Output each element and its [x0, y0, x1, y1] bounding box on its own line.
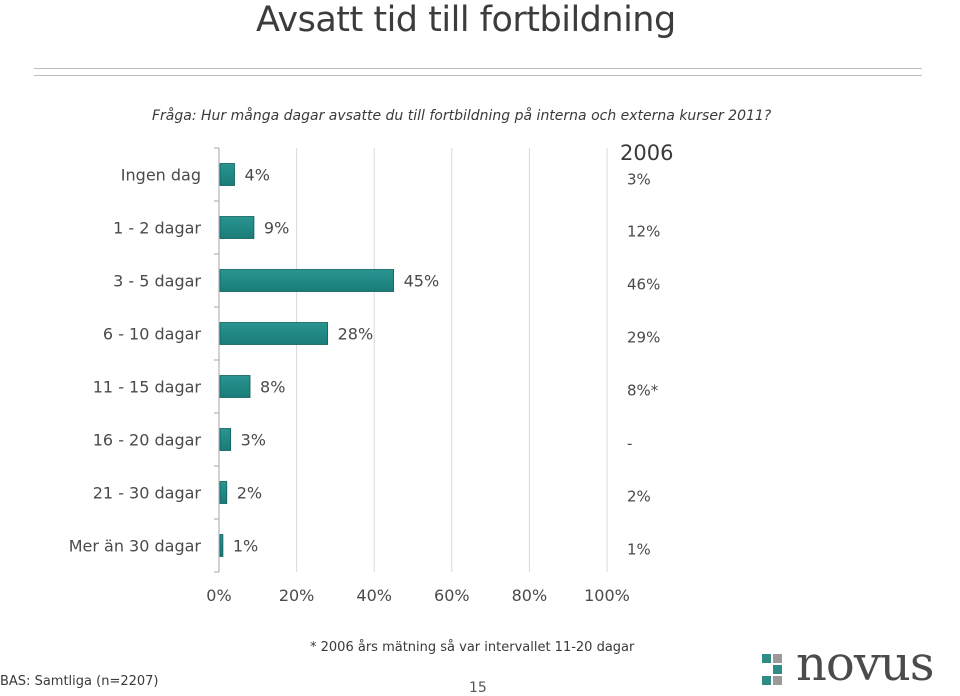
category-label: 16 - 20 dagar [93, 431, 202, 450]
comparison-value-2006: 29% [627, 329, 660, 347]
title-divider-top [34, 68, 922, 69]
x-tick-label: 20% [279, 586, 315, 605]
category-label: 3 - 5 dagar [113, 272, 201, 291]
title-divider-bottom [34, 75, 922, 76]
x-tick-label: 40% [356, 586, 392, 605]
bar-0 [219, 163, 235, 186]
x-tick-label: 60% [434, 586, 470, 605]
value-label: 9% [264, 219, 289, 238]
bar-6 [219, 481, 228, 504]
bar-2 [219, 269, 395, 292]
bar-7 [219, 534, 224, 557]
value-label: 45% [404, 272, 440, 291]
comparison-value-2006: 2% [627, 488, 651, 506]
comparison-value-2006: 12% [627, 223, 660, 241]
value-label: 3% [241, 431, 266, 450]
category-label: Ingen dag [121, 166, 201, 185]
x-tick-label: 80% [512, 586, 548, 605]
base-note: BAS: Samtliga (n=2207) [0, 674, 159, 689]
comparison-value-2006: 3% [627, 171, 651, 189]
comparison-heading-2006: 2006 [620, 141, 674, 165]
bar-4 [219, 375, 251, 398]
x-tick-label: 100% [584, 586, 630, 605]
category-label: Mer än 30 dagar [69, 537, 202, 556]
category-label: 11 - 15 dagar [93, 378, 202, 397]
x-tick-label: 0% [206, 586, 231, 605]
value-label: 1% [233, 537, 258, 556]
bar-5 [219, 428, 232, 451]
value-label: 4% [245, 166, 270, 185]
category-label: 1 - 2 dagar [113, 219, 201, 238]
category-label: 21 - 30 dagar [93, 484, 202, 503]
novus-logo: novus [762, 640, 958, 692]
comparison-value-2006: 1% [627, 541, 651, 559]
comparison-value-2006: 46% [627, 276, 660, 294]
comparison-value-2006: - [627, 435, 632, 453]
footnote: * 2006 års mätning så var intervallet 11… [310, 640, 635, 655]
logo-squares-icon [762, 654, 792, 690]
comparison-value-2006: 8%* [627, 382, 659, 400]
bar-3 [219, 322, 329, 345]
value-label: 28% [338, 325, 374, 344]
page-title: Avsatt tid till fortbildning [256, 0, 676, 40]
value-label: 8% [260, 378, 285, 397]
category-label: 6 - 10 dagar [103, 325, 201, 344]
survey-question: Fråga: Hur många dagar avsatte du till f… [152, 108, 772, 124]
logo-wordmark: novus [796, 636, 934, 692]
bar-1 [219, 216, 255, 239]
page-number: 15 [469, 680, 487, 696]
value-label: 2% [237, 484, 262, 503]
